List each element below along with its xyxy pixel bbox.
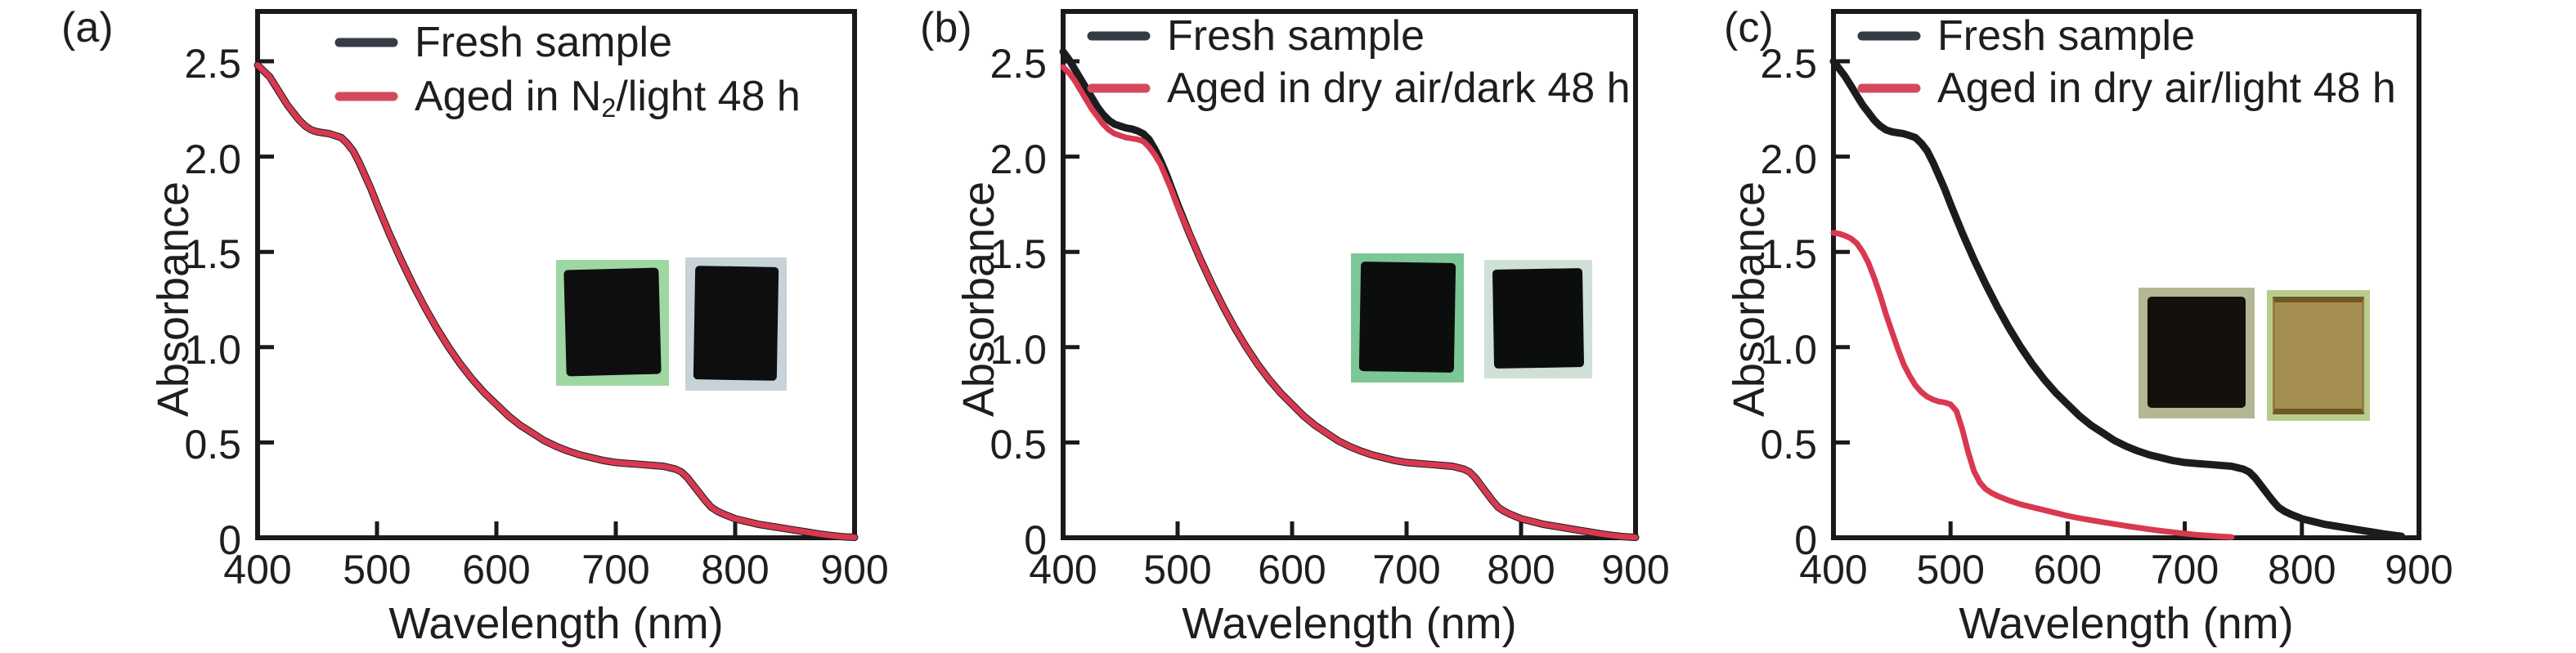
y-tick-label: 1.5 xyxy=(184,231,241,278)
legend-entry-aged: Aged in dry air/dark 48 h xyxy=(1167,62,1631,126)
fresh-film-photo xyxy=(2138,288,2255,418)
x-tick-label: 800 xyxy=(701,547,770,593)
x-axis-title: Wavelength (nm) xyxy=(1182,599,1517,648)
aged-film-photo xyxy=(685,257,787,391)
y-tick-label: 1.0 xyxy=(1760,326,1817,373)
y-axis-title: Absorbance xyxy=(149,181,198,418)
y-tick-label: 0 xyxy=(1024,517,1047,563)
x-tick-label: 700 xyxy=(2150,547,2219,593)
x-tick-label: 600 xyxy=(462,547,531,593)
legend-entry-fresh: Fresh sample xyxy=(415,16,672,80)
film-sample xyxy=(1358,261,1456,373)
y-tick-label: 2.0 xyxy=(1760,136,1817,182)
x-tick-label: 900 xyxy=(2385,547,2453,593)
x-tick-label: 900 xyxy=(820,547,889,593)
y-tick-label: 2.5 xyxy=(184,41,241,87)
y-axis-title: Absorbance xyxy=(1725,181,1774,418)
fresh-film-photo xyxy=(556,260,669,386)
y-axis-title: Absorbance xyxy=(954,181,1003,418)
x-tick-label: 400 xyxy=(223,547,292,593)
plot-border xyxy=(1831,9,2421,540)
legend-entry-aged: Aged in dry air/light 48 h xyxy=(1937,62,2396,126)
x-tick-label: 800 xyxy=(1487,547,1555,593)
legend-label-text: Fresh sample xyxy=(415,19,672,66)
aged-film-photo xyxy=(1484,260,1592,378)
y-tick-label: 2.0 xyxy=(184,136,241,182)
fresh-film-photo xyxy=(1351,253,1464,382)
x-tick-label: 800 xyxy=(2268,547,2336,593)
legend-label-subscript: 2 xyxy=(601,93,617,123)
panel-letter-label: (b) xyxy=(920,4,972,51)
x-tick-label: 500 xyxy=(1143,547,1212,593)
y-tick-label: 0.5 xyxy=(990,422,1047,468)
legend-entry-aged: Aged in N2/light 48 h xyxy=(415,70,801,134)
plot-canvas xyxy=(1829,9,2421,540)
x-axis-title: Wavelength (nm) xyxy=(388,599,724,648)
curve-aged xyxy=(254,62,858,540)
y-tick-label: 1.0 xyxy=(184,326,241,373)
y-tick-label: 1.5 xyxy=(1760,231,1817,278)
panel-b: (b) 0 0.5 1.0 1.5 2.0 2.5 400 500 600 700 800 900 Wav… xyxy=(859,0,1717,653)
plot-border xyxy=(1061,9,1638,540)
y-tick-label: 1.0 xyxy=(990,326,1047,373)
curve-aged xyxy=(1060,64,1639,540)
y-tick-label: 0.5 xyxy=(184,422,241,468)
film-sample xyxy=(1492,268,1585,369)
legend-label-text: Aged in dry air/dark 48 h xyxy=(1167,65,1631,112)
panel-letter-label: (a) xyxy=(61,4,114,51)
film-sample xyxy=(2273,297,2364,414)
y-tick-label: 0 xyxy=(218,517,241,563)
film-sample xyxy=(563,267,662,377)
film-sample xyxy=(693,266,779,381)
legend-entry-fresh: Fresh sample xyxy=(1167,10,1425,74)
x-tick-label: 700 xyxy=(1372,547,1441,593)
plot-canvas xyxy=(1059,9,1640,541)
legend-label-text: /light 48 h xyxy=(616,73,801,120)
x-tick-label: 500 xyxy=(343,547,411,593)
x-tick-label: 600 xyxy=(2033,547,2103,593)
legend-label-text: Fresh sample xyxy=(1937,12,2195,60)
y-tick-label: 1.5 xyxy=(990,231,1047,278)
x-tick-label: 400 xyxy=(1799,547,1868,593)
legend-label-text: Aged in dry air/light 48 h xyxy=(1937,65,2396,112)
panel-a: (a) 0 0.5 1.0 1.5 2.0 2.5 400 500 600 700 800 900 Wav… xyxy=(0,0,889,653)
legend-entry-fresh: Fresh sample xyxy=(1937,10,2195,74)
plot-border xyxy=(255,9,857,540)
x-tick-label: 700 xyxy=(581,547,650,593)
film-sample xyxy=(2147,297,2246,408)
y-tick-label: 2.5 xyxy=(1760,41,1817,87)
y-tick-label: 2.5 xyxy=(990,41,1047,87)
legend-label-text: Aged in N xyxy=(415,73,602,120)
panel-c: (c) 0 0.5 1.0 1.5 2.0 2.5 400 500 600 700 800 900 Wav… xyxy=(1717,0,2576,653)
x-axis-title: Wavelength (nm) xyxy=(1959,599,2294,648)
x-tick-label: 500 xyxy=(1916,547,1985,593)
plot-canvas xyxy=(254,9,859,541)
y-tick-label: 0 xyxy=(1794,517,1817,563)
x-tick-label: 400 xyxy=(1029,547,1097,593)
curve-fresh xyxy=(1829,57,2405,540)
legend-label-text: Fresh sample xyxy=(1167,12,1425,60)
curve-aged xyxy=(1830,230,2235,540)
y-tick-label: 2.0 xyxy=(990,136,1047,182)
x-tick-label: 900 xyxy=(1601,547,1670,593)
panel-letter-label: (c) xyxy=(1724,4,1774,51)
y-tick-label: 0.5 xyxy=(1760,422,1817,468)
aged-film-photo xyxy=(2267,290,2370,421)
x-tick-label: 600 xyxy=(1258,547,1326,593)
